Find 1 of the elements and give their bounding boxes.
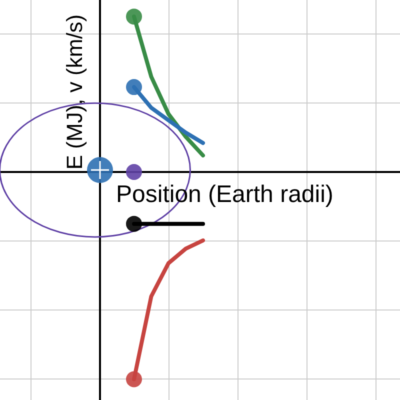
y-axis-title: E (MJ), v (km/s) xyxy=(62,14,87,170)
